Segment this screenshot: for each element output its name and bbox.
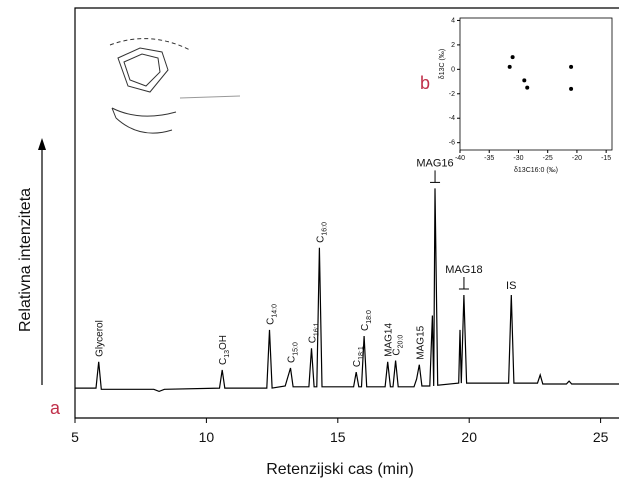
peak-label-text: C [360,324,371,331]
panel-label: a [50,398,61,418]
peak-label-sub: 16:0 [321,222,328,236]
y-tick-label: 4 [451,17,455,24]
peak-label-sub: 16:1 [314,322,321,336]
peak-label-text: C [265,318,276,325]
y-arrow [38,138,46,385]
y-tick-label: 2 [451,42,455,49]
point [525,85,530,90]
peak-label-sub: 18:0 [366,310,373,324]
x-tick-label: 10 [199,429,215,445]
main-plot: 5 10 15 20 25GlycerolC13OHC14:0C15:0C16:1C16… [71,7,619,445]
peak-label: C18:1 [352,346,365,367]
y-axis-label: δ13C (‰) [439,49,446,79]
x-tick-label: -40 [455,155,465,162]
peak-label-text: C [392,348,403,355]
peak-label: MAG18 [445,264,482,276]
peak-label-text: C [352,360,363,367]
y-axis-label: Relativna intenziteta [17,188,34,332]
peak-label: Glycerol [95,320,106,357]
inset-frame [459,17,613,151]
x-tick-label: -20 [572,155,582,162]
peak-label-text: Glycerol [95,320,106,357]
peak-label-text: MAG16 [416,157,453,169]
peak-label-sub: 13 [224,350,231,358]
panel-label: b [420,73,430,93]
x-axis-label: δ13C16:0 (‰) [514,167,558,174]
peak-label-text: C [315,236,326,243]
peak-label: C13OH [218,335,231,365]
x-tick-label: 25 [593,429,609,445]
peak-label-text: IS [506,280,516,292]
peak-label-text: C [286,356,297,363]
peak-label-sub: 15:0 [292,342,299,356]
point [569,64,574,69]
x-tick-label: 5 [71,429,79,445]
peak-label: C14:0 [265,304,278,325]
sketch [109,38,241,134]
x-tick-label: -35 [484,155,494,162]
peak-label-tail: OH [218,335,229,350]
x-tick-label: -15 [601,155,611,162]
peak-label-text: C [218,358,229,365]
point [522,78,527,83]
peak-label-text: MAG18 [445,264,482,276]
peak-label: C16:1 [308,322,321,343]
peak-label-sub: 14:0 [271,304,278,318]
peak-label-text: MAG14 [384,322,395,356]
peak-label: IS [506,280,516,292]
y-tick-label: 0 [451,66,455,73]
peak-label-text: MAG15 [415,325,426,359]
peak-label: MAG14 [384,322,395,356]
x-tick-label: 15 [330,429,346,445]
point [507,64,512,69]
frame [74,7,619,419]
y-tick-label: -4 [449,115,455,122]
x-tick-label: -30 [513,155,523,162]
x-tick-label: 20 [461,429,477,445]
peak-label: MAG16 [416,157,453,169]
point [510,55,515,60]
inset-plot: -40 -35 -30 -25 -20 -15 4 2 0 -2 -4 -6 δ13C16:0 (‰) δ… [439,17,613,174]
peak-label: C18:0 [360,310,373,331]
peak-label: C20:0 [392,335,405,356]
trace [75,188,619,393]
peak-label-sub: 20:0 [398,335,405,349]
point [569,86,574,91]
x-tick-label: -25 [543,155,553,162]
peak-label-text: C [308,336,319,343]
peak-label: C15:0 [286,342,299,363]
peak-label: MAG15 [415,325,426,359]
y-tick-label: -2 [449,91,455,98]
peak-label: C16:0 [315,222,328,243]
y-tick-label: -6 [449,140,455,147]
x-axis-label: Retenzijski cas (min) [266,461,414,478]
peak-label-sub: 18:1 [358,346,365,360]
